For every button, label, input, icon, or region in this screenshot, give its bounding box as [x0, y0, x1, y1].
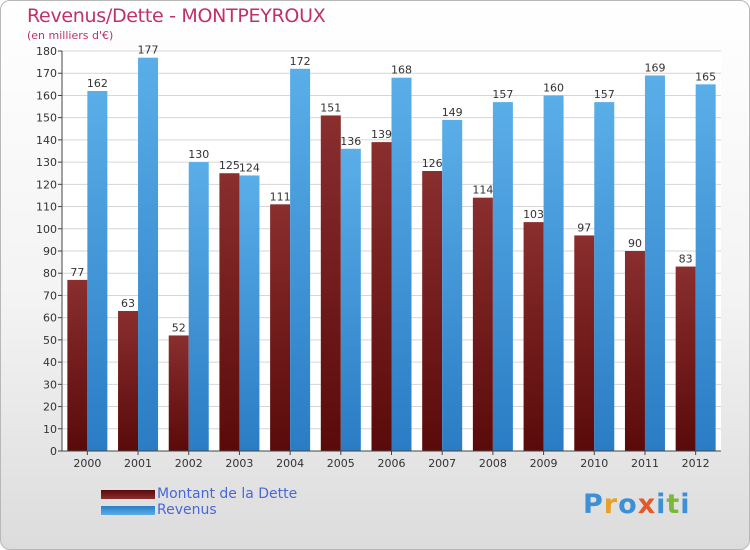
x-tick-label: 2007: [428, 457, 456, 470]
bar-debt: [371, 142, 392, 451]
proxiti-logo: Proxiti: [583, 489, 691, 520]
x-tick-label: 2008: [479, 457, 507, 470]
y-tick-label: 90: [43, 245, 57, 258]
data-label-debt: 52: [172, 321, 186, 334]
bar-revenue: [543, 95, 564, 451]
legend-swatch-debt: [101, 490, 155, 499]
y-tick-label: 170: [36, 67, 57, 80]
y-tick-label: 100: [36, 223, 57, 236]
data-label-revenue: 162: [87, 77, 108, 90]
bar-revenue: [492, 102, 513, 451]
bar-revenue: [442, 119, 463, 451]
y-tick-label: 10: [43, 423, 57, 436]
data-label-debt: 97: [577, 221, 591, 234]
x-tick-label: 2003: [225, 457, 253, 470]
y-tick-label: 50: [43, 334, 57, 347]
x-tick-label: 2010: [580, 457, 608, 470]
data-label-debt: 111: [270, 190, 291, 203]
x-tick-label: 2012: [682, 457, 710, 470]
data-label-debt: 114: [472, 184, 493, 197]
x-tick-label: 2001: [124, 457, 152, 470]
bar-revenue: [594, 102, 615, 451]
bar-debt: [422, 171, 443, 451]
bar-revenue: [239, 175, 260, 451]
bar-debt: [624, 251, 645, 451]
data-label-revenue: 165: [695, 70, 716, 83]
legend-swatch-revenue: [101, 506, 155, 515]
bar-debt: [675, 266, 696, 451]
y-tick-label: 110: [36, 201, 57, 214]
y-tick-label: 30: [43, 378, 57, 391]
bar-revenue: [87, 91, 108, 451]
y-tick-label: 160: [36, 89, 57, 102]
y-tick-label: 40: [43, 356, 57, 369]
bar-debt: [472, 197, 493, 451]
bar-debt: [118, 311, 139, 451]
bar-debt: [67, 279, 88, 451]
bar-debt: [168, 335, 189, 451]
chart-subtitle: (en milliers d'€): [27, 29, 114, 42]
data-label-revenue: 160: [543, 81, 564, 94]
data-label-revenue: 130: [188, 148, 209, 161]
bar-debt: [219, 173, 240, 451]
data-label-debt: 139: [371, 128, 392, 141]
bar-debt: [320, 115, 341, 451]
data-label-revenue: 168: [391, 64, 412, 77]
data-label-debt: 126: [422, 157, 443, 170]
bar-revenue: [695, 84, 716, 451]
y-tick-label: 20: [43, 401, 57, 414]
bar-revenue: [391, 77, 412, 452]
bar-revenue: [644, 75, 665, 451]
legend-label-debt: Montant de la Dette: [157, 486, 298, 502]
data-label-revenue: 124: [239, 161, 260, 174]
bar-revenue: [290, 68, 311, 452]
data-label-revenue: 172: [290, 55, 311, 68]
x-tick-label: 2009: [530, 457, 558, 470]
data-label-debt: 83: [679, 253, 693, 266]
x-tick-label: 2005: [327, 457, 355, 470]
bar-chart: 0 10 20 30 40 50 60 70 80 90 100 110 120 130 140 150 160…: [36, 44, 721, 470]
bar-revenue: [188, 162, 209, 451]
x-tick-label: 2011: [631, 457, 659, 470]
x-tick-label: 2006: [378, 457, 406, 470]
y-tick-label: 0: [50, 445, 57, 458]
data-label-debt: 90: [628, 237, 642, 250]
data-label-debt: 77: [70, 266, 84, 279]
y-tick-label: 130: [36, 156, 57, 169]
y-tick-label: 80: [43, 267, 57, 280]
x-tick-label: 2000: [73, 457, 101, 470]
y-tick-label: 150: [36, 112, 57, 125]
data-label-revenue: 136: [340, 135, 361, 148]
y-tick-label: 140: [36, 134, 57, 147]
data-label-revenue: 169: [644, 61, 665, 74]
y-tick-label: 180: [36, 45, 57, 58]
chart-title: Revenus/Dette - MONTPEYROUX: [27, 5, 326, 27]
data-label-debt: 151: [320, 101, 341, 114]
data-label-debt: 103: [523, 208, 544, 221]
data-label-revenue: 177: [138, 44, 159, 57]
y-tick-label: 60: [43, 312, 57, 325]
y-tick-label: 120: [36, 178, 57, 191]
legend-label-revenue: Revenus: [157, 502, 217, 518]
x-tick-label: 2002: [175, 457, 203, 470]
data-label-revenue: 149: [442, 106, 463, 119]
bar-debt: [270, 204, 291, 451]
bar-debt: [523, 222, 544, 451]
bar-revenue: [138, 57, 159, 452]
y-tick-label: 70: [43, 289, 57, 302]
bar-revenue: [340, 148, 361, 451]
data-label-debt: 125: [219, 159, 240, 172]
data-label-debt: 63: [121, 297, 135, 310]
data-label-revenue: 157: [594, 88, 615, 101]
x-tick-label: 2004: [276, 457, 304, 470]
bar-debt: [574, 235, 595, 451]
data-label-revenue: 157: [492, 88, 513, 101]
